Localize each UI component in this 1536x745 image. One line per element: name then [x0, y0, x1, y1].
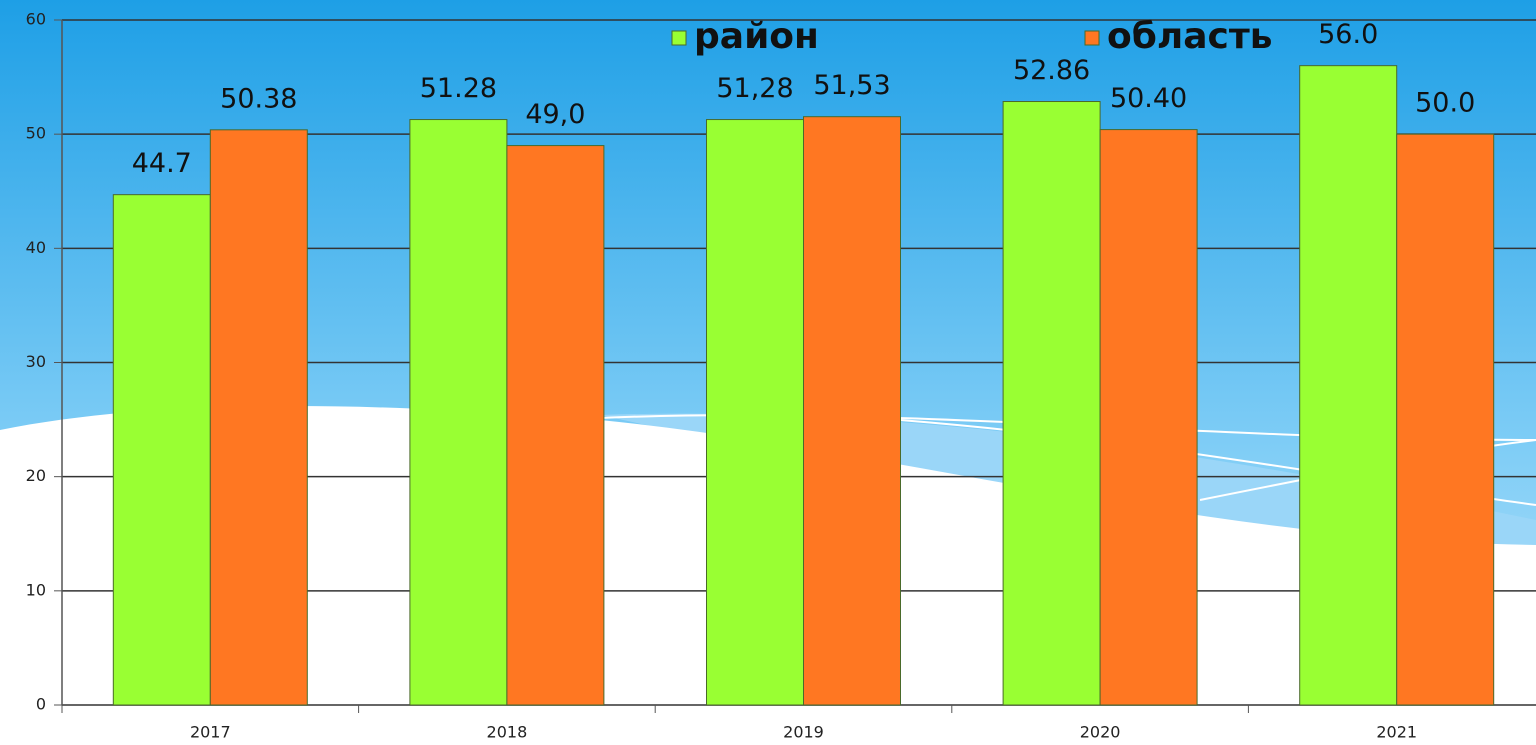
- value-label: 50.0: [1415, 88, 1475, 119]
- x-tick-label: 2021: [1376, 723, 1417, 742]
- bar: [409, 119, 508, 706]
- value-label: 51.28: [420, 73, 497, 104]
- legend-label: область: [1107, 16, 1273, 57]
- y-tick-label: 50: [26, 124, 46, 143]
- y-tick-label: 60: [26, 10, 46, 29]
- legend-swatch: [1084, 30, 1100, 46]
- value-label: 44.7: [132, 148, 192, 179]
- bar: [506, 145, 605, 706]
- legend-swatch: [671, 30, 687, 46]
- value-label: 51,28: [716, 73, 793, 104]
- bar: [1099, 129, 1198, 706]
- value-label: 52.86: [1013, 55, 1090, 86]
- value-label: 50.38: [220, 83, 297, 114]
- y-tick-label: 40: [26, 238, 46, 257]
- x-tick-label: 2017: [190, 723, 231, 742]
- value-label: 56.0: [1318, 19, 1378, 50]
- bar: [1299, 65, 1398, 706]
- y-tick-label: 0: [36, 695, 46, 714]
- bar: [1002, 101, 1101, 706]
- y-tick-label: 20: [26, 466, 46, 485]
- value-label: 51,53: [813, 70, 890, 101]
- plot-area: 0 10 20 30 40 50 60 2017 44.7 50.38 2018 51.28 49,0 2…: [26, 10, 1536, 742]
- value-label: 50.40: [1110, 83, 1187, 114]
- y-tick-label: 10: [26, 580, 46, 599]
- value-label: 49,0: [525, 99, 585, 130]
- legend-label: район: [694, 16, 819, 57]
- bar: [803, 116, 901, 706]
- x-tick-label: 2018: [487, 723, 528, 742]
- bar: [112, 194, 211, 706]
- x-tick-label: 2020: [1080, 723, 1121, 742]
- bar: [209, 129, 308, 706]
- y-tick-label: 30: [26, 352, 46, 371]
- bar: [1396, 133, 1495, 706]
- x-tick-label: 2019: [783, 723, 824, 742]
- bar: [706, 119, 804, 706]
